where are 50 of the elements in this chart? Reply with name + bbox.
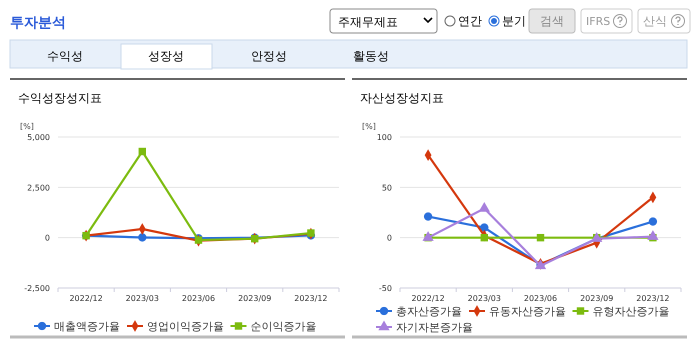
text: IFRS [586, 15, 610, 28]
text: 분기 [502, 14, 526, 28]
point [647, 230, 659, 240]
legend-label: 매출액증가율 [54, 320, 120, 333]
text: 안정성 [251, 49, 287, 63]
x-tick-label: 2023/12 [294, 294, 328, 303]
y-tick-label: 2,500 [27, 183, 50, 192]
y-axis-title: [%] [362, 122, 376, 131]
legend-label: 유동자산증가율 [489, 305, 566, 318]
point [536, 234, 544, 242]
y-tick-label: -2,500 [24, 284, 50, 293]
point [648, 217, 658, 226]
x-tick-label: 2023/09 [238, 294, 272, 303]
x-tick-label: 2023/06 [524, 294, 558, 303]
text: 주재무제표 [338, 15, 398, 29]
legend-label: 영업이익증가율 [147, 320, 224, 333]
text: 투자분석 [10, 15, 66, 31]
point [422, 231, 434, 241]
legend-label: 총자산증가율 [396, 305, 462, 318]
x-tick-label: 2023/03 [468, 294, 501, 303]
chart-title: 자산성장성지표 [360, 91, 444, 105]
text: 활동성 [353, 49, 389, 63]
y-tick-label: 5,000 [27, 133, 50, 142]
y-tick-label: 100 [376, 133, 392, 142]
point [424, 212, 432, 221]
point [138, 148, 146, 156]
legend-label: 순이익증가율 [250, 320, 316, 333]
y-tick-label: -50 [378, 284, 392, 293]
legend-label: 자기자본증가율 [396, 321, 473, 334]
text: 연간 [458, 14, 482, 28]
point [138, 233, 146, 242]
x-tick-label: 2023/06 [182, 294, 216, 303]
text: 검색 [540, 14, 564, 28]
x-tick-label: 2022/12 [411, 294, 445, 303]
text: 수익성 [47, 49, 83, 63]
y-tick-label: 0 [386, 234, 392, 243]
text: 성장성 [148, 49, 184, 63]
text: 산식 [643, 14, 667, 28]
x-tick-label: 2023/12 [636, 294, 670, 303]
y-tick-label: 50 [382, 183, 392, 192]
legend-label: 유형자산증가율 [592, 305, 670, 318]
point [480, 223, 488, 232]
y-axis-title: [%] [20, 122, 34, 131]
x-tick-label: 2023/03 [126, 294, 159, 303]
x-tick-label: 2022/12 [69, 294, 103, 303]
y-tick-label: 0 [44, 234, 50, 243]
x-tick-label: 2023/09 [580, 294, 614, 303]
chart-title: 수익성장성지표 [18, 91, 102, 105]
point [307, 229, 315, 237]
point [480, 234, 488, 242]
